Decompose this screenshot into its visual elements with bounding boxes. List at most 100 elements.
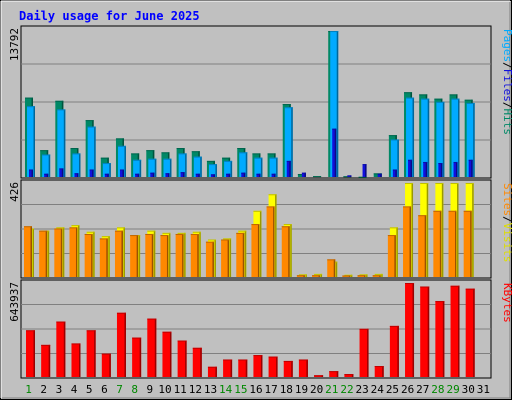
bar-kbytes-kbytes-day-2 xyxy=(41,344,51,377)
x-label-day-14: 14 xyxy=(219,383,233,396)
bar-kbytes-kbytes-day-10 xyxy=(162,331,172,377)
bar-kbytes-kbytes-day-19 xyxy=(298,359,308,377)
bar-hits-files-day-1 xyxy=(27,106,35,177)
bar-hits-pages-day-1 xyxy=(29,169,33,177)
x-label-day-25: 25 xyxy=(386,383,399,396)
bar-hits-files-day-3 xyxy=(57,109,66,177)
bar-hits-files-day-4 xyxy=(72,153,81,177)
bar-visits-sites-day-30 xyxy=(463,210,472,277)
x-label-day-30: 30 xyxy=(462,383,475,396)
bar-kbytes-kbytes-day-30 xyxy=(465,288,475,377)
bar-visits-sites-day-28 xyxy=(433,210,442,277)
bar-kbytes-kbytes-day-3 xyxy=(56,321,66,377)
bar-kbytes-kbytes-day-12 xyxy=(192,347,202,377)
x-label-day-13: 13 xyxy=(204,383,217,396)
x-label-day-19: 19 xyxy=(295,383,308,396)
bar-visits-sites-day-3 xyxy=(54,228,63,277)
bar-kbytes-kbytes-day-29 xyxy=(450,285,460,377)
bar-hits-pages-day-10 xyxy=(165,173,170,177)
bar-hits-pages-day-21 xyxy=(332,128,337,177)
bar-visits-sites-day-27 xyxy=(418,215,427,277)
x-label-day-20: 20 xyxy=(310,383,323,396)
bar-visits-sites-day-1 xyxy=(24,226,32,277)
bar-visits-sites-day-12 xyxy=(190,233,199,277)
bar-visits-sites-day-24 xyxy=(372,275,381,277)
bar-hits-files-day-30 xyxy=(466,102,475,177)
bar-visits-sites-day-16 xyxy=(251,224,260,277)
bar-hits-files-day-13 xyxy=(208,164,217,177)
x-label-day-2: 2 xyxy=(40,383,47,396)
bar-kbytes-kbytes-day-7 xyxy=(116,312,126,377)
bar-hits-pages-day-25 xyxy=(392,169,397,177)
legend-entry: / xyxy=(501,62,512,69)
bar-kbytes-kbytes-day-22 xyxy=(344,374,354,377)
bar-visits-sites-day-8 xyxy=(130,235,139,277)
bar-hits-pages-day-28 xyxy=(438,163,443,177)
legend-entry: Files xyxy=(501,69,512,102)
bar-visits-sites-day-13 xyxy=(205,241,214,277)
bar-hits-files-day-5 xyxy=(87,126,96,177)
bar-hits-files-day-21 xyxy=(330,31,339,177)
x-label-day-1: 1 xyxy=(25,383,32,396)
x-label-day-31: 31 xyxy=(477,383,490,396)
bar-kbytes-kbytes-day-16 xyxy=(253,355,263,377)
bar-hits-files-day-17 xyxy=(269,157,278,177)
bar-visits-sites-day-20 xyxy=(312,275,321,277)
bar-kbytes-kbytes-day-14 xyxy=(223,359,233,377)
legend-entry: Sites xyxy=(501,183,512,216)
legend-entry: Hits xyxy=(501,109,512,136)
bar-hits-pages-day-26 xyxy=(408,159,413,177)
bar-hits-pages-day-30 xyxy=(468,159,473,177)
bar-hits-files-day-8 xyxy=(133,159,142,177)
bar-hits-files-day-15 xyxy=(239,152,248,177)
bar-hits-pages-day-8 xyxy=(135,173,140,177)
bar-hits-pages-day-16 xyxy=(256,173,261,177)
x-label-day-21: 21 xyxy=(325,383,338,396)
panel-kbytes-legend: KBytes xyxy=(501,283,512,323)
bar-hits-pages-day-15 xyxy=(241,172,246,177)
bar-kbytes-kbytes-day-17 xyxy=(268,356,278,377)
bar-hits-pages-day-23 xyxy=(362,164,367,177)
bar-visits-sites-day-7 xyxy=(114,230,123,277)
x-label-day-17: 17 xyxy=(265,383,278,396)
x-label-day-8: 8 xyxy=(131,383,138,396)
bar-hits-pages-day-11 xyxy=(180,172,185,177)
bar-hits-pages-day-9 xyxy=(150,172,155,177)
bar-hits-pages-day-19 xyxy=(301,172,306,177)
bar-hits-files-day-14 xyxy=(224,160,233,177)
bar-hits-files-day-11 xyxy=(178,153,187,177)
bar-kbytes-kbytes-day-27 xyxy=(420,286,430,377)
bar-kbytes-kbytes-day-21 xyxy=(329,371,339,377)
bar-hits-pages-day-5 xyxy=(89,169,94,177)
bar-kbytes-kbytes-day-13 xyxy=(207,366,217,377)
bar-visits-sites-day-9 xyxy=(145,233,154,277)
bar-hits-files-day-6 xyxy=(102,163,111,177)
bar-kbytes-kbytes-day-28 xyxy=(435,301,445,377)
bar-hits-files-day-9 xyxy=(148,158,157,177)
bar-hits-pages-day-27 xyxy=(423,161,428,177)
bar-kbytes-kbytes-day-5 xyxy=(86,330,96,377)
panel-visits-legend: Sites/Visits xyxy=(501,183,512,263)
bar-hits-files-day-2 xyxy=(42,154,51,177)
legend-entry: Visits xyxy=(501,223,512,263)
bar-kbytes-kbytes-day-18 xyxy=(283,360,293,377)
x-axis-labels: 1 2 3 4 5 6 7 8 9 10 11 12 13 14 15 16 17 18 19 20 21 22 23 24 2… xyxy=(25,383,490,396)
x-label-day-29: 29 xyxy=(446,383,459,396)
bar-visits-sites-day-15 xyxy=(236,232,245,277)
bar-visits-sites-day-29 xyxy=(448,210,457,277)
bar-hits-files-day-10 xyxy=(163,158,172,177)
bar-hits-pages-day-22 xyxy=(347,175,352,177)
chart-title: Daily usage for June 2025 xyxy=(19,9,200,23)
bar-visits-sites-day-10 xyxy=(160,235,169,277)
bar-kbytes-kbytes-day-26 xyxy=(405,283,415,377)
legend-entry: KBytes xyxy=(501,283,512,323)
bar-hits-pages-day-2 xyxy=(44,173,49,177)
bar-hits-pages-day-13 xyxy=(210,174,215,177)
bar-hits-pages-day-4 xyxy=(74,173,79,177)
bar-hits-pages-day-24 xyxy=(377,173,382,177)
x-label-day-5: 5 xyxy=(86,383,93,396)
bar-kbytes-kbytes-day-24 xyxy=(374,366,384,377)
x-label-day-22: 22 xyxy=(340,383,353,396)
bar-hits-pages-day-7 xyxy=(119,169,124,177)
